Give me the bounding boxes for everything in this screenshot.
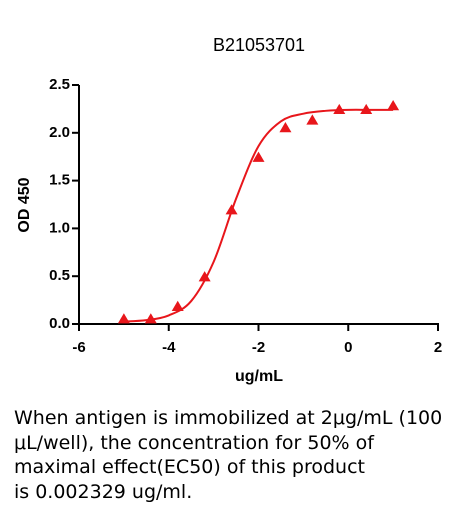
data-point xyxy=(252,151,265,162)
data-point xyxy=(144,313,157,324)
x-tick-label: -4 xyxy=(162,339,176,356)
chart-title: B21053701 xyxy=(213,35,305,55)
x-tick-label: -6 xyxy=(72,339,85,356)
y-tick-label: 0.5 xyxy=(49,267,70,284)
y-tick-label: 1.0 xyxy=(49,219,70,236)
data-point xyxy=(360,103,373,115)
y-axis-label: OD 450 xyxy=(16,177,33,232)
y-tick-label: 2.0 xyxy=(49,124,70,141)
x-tick-label: -2 xyxy=(252,339,265,356)
x-axis-label: ug/mL xyxy=(235,368,283,385)
x-tick-label: 2 xyxy=(434,339,442,356)
chart: B21053701 ug/mL OD 450 0.0 0.5 1.0 1.5 2.0 2.… xyxy=(16,35,442,385)
data-point xyxy=(279,122,292,133)
data-point xyxy=(333,103,346,115)
data-point xyxy=(387,100,400,111)
data-point xyxy=(117,313,130,324)
caption-line: When antigen is immobilized at 2μg/mL (1… xyxy=(14,407,443,429)
data-point xyxy=(171,300,184,311)
y-tick-label: 1.5 xyxy=(49,172,70,189)
caption-line: is 0.002329 ug/ml. xyxy=(14,480,193,503)
caption-line: maximal effect(EC50) of this product xyxy=(14,456,365,478)
data-point xyxy=(225,204,238,215)
y-tick-label: 2.5 xyxy=(49,76,70,93)
y-tick-label: 0.0 xyxy=(49,315,70,332)
x-tick-label: 0 xyxy=(344,339,352,356)
caption: When antigen is immobilized at 2μg/mL (1… xyxy=(14,406,466,504)
caption-line: μL/well), the concentration for 50% of xyxy=(14,431,374,454)
data-point xyxy=(198,271,211,282)
data-point xyxy=(306,114,319,125)
fit-curve xyxy=(123,108,394,323)
